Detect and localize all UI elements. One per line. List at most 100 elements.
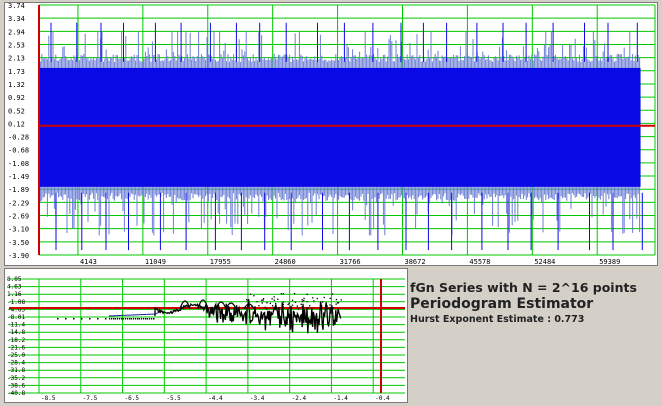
top-x-tick-label: 17955 bbox=[210, 258, 231, 265]
periodogram-point bbox=[149, 318, 151, 320]
periodogram-point bbox=[137, 318, 139, 320]
periodogram-dot bbox=[336, 302, 339, 304]
bottom-x-tick-label: -6.5 bbox=[125, 395, 140, 402]
periodogram-sparse-points bbox=[57, 318, 155, 320]
periodogram-dot bbox=[309, 305, 311, 307]
periodogram-dot bbox=[273, 299, 275, 301]
top-y-tick-label: 1.73 bbox=[8, 68, 25, 76]
bottom-y-tick-label: -25.0 bbox=[7, 352, 25, 359]
top-y-tick-label: -1.08 bbox=[8, 160, 29, 168]
periodogram-dot bbox=[280, 308, 283, 310]
periodogram-point bbox=[133, 318, 135, 320]
periodogram-dot bbox=[258, 305, 260, 307]
bottom-y-tick-label: -21.6 bbox=[7, 344, 25, 351]
periodogram-dot bbox=[313, 300, 315, 302]
periodogram-dot bbox=[306, 293, 308, 295]
periodogram-point bbox=[147, 318, 149, 320]
periodogram-dot bbox=[323, 296, 325, 299]
periodogram-scatter-dots bbox=[246, 293, 342, 310]
periodogram-point bbox=[81, 318, 83, 320]
periodogram-dot bbox=[297, 308, 300, 310]
periodogram-point bbox=[97, 318, 99, 320]
periodogram-dot bbox=[275, 302, 277, 305]
periodogram-point bbox=[111, 318, 113, 320]
periodogram-dot bbox=[261, 299, 263, 301]
periodogram-dot bbox=[291, 304, 294, 306]
bottom-x-tick-label: -8.5 bbox=[41, 395, 56, 402]
time-series-chart: 3.74 3.34 2.94 2.53 2.13 1.73 1.32 0.92 0.52 0.12… bbox=[4, 2, 661, 266]
periodogram-point bbox=[135, 318, 137, 320]
bottom-y-tick-label: -28.4 bbox=[7, 360, 25, 367]
top-x-tick-label: 45578 bbox=[469, 258, 490, 265]
periodogram-point bbox=[113, 318, 115, 320]
periodogram-point bbox=[105, 318, 107, 320]
estimator-title: Periodogram Estimator bbox=[410, 296, 594, 312]
bottom-x-tick-label: -4.4 bbox=[208, 395, 223, 402]
periodogram-point bbox=[89, 318, 91, 320]
bottom-x-tick-label: -0.4 bbox=[375, 395, 390, 402]
periodogram-dot bbox=[288, 302, 290, 304]
periodogram-peaks bbox=[179, 299, 255, 310]
periodogram-point bbox=[129, 318, 131, 320]
periodogram-chart: 8.05 4.63 1.16 -1.08 -4.63 -8.01 -11.4 -14.8 -18… bbox=[4, 268, 421, 403]
periodogram-dot bbox=[337, 302, 340, 304]
periodogram-dot bbox=[321, 305, 323, 307]
periodogram-dot bbox=[293, 293, 296, 295]
periodogram-dot bbox=[277, 298, 279, 300]
bottom-y-tick-label: -11.4 bbox=[7, 322, 25, 329]
top-x-tick-labels: 4143 11049 17955 24860 31766 38672 45578 52484 5… bbox=[80, 258, 661, 266]
periodogram-dot bbox=[301, 299, 303, 301]
periodogram-point bbox=[153, 318, 155, 320]
periodogram-peak bbox=[197, 299, 209, 310]
series-description: fGn Series with N = 2^16 points bbox=[410, 280, 637, 295]
periodogram-dot bbox=[332, 307, 334, 309]
periodogram-dot bbox=[322, 301, 324, 303]
periodogram-dot bbox=[247, 300, 249, 302]
periodogram-point bbox=[65, 318, 67, 320]
periodogram-point bbox=[143, 318, 145, 320]
top-y-tick-label: -0.28 bbox=[8, 134, 29, 142]
periodogram-dot bbox=[327, 307, 329, 310]
periodogram-point bbox=[145, 318, 147, 320]
periodogram-point bbox=[115, 318, 117, 320]
top-y-tick-label: 0.92 bbox=[8, 94, 25, 102]
top-y-tick-label: -3.90 bbox=[8, 252, 29, 260]
periodogram-dot bbox=[340, 299, 342, 301]
bottom-y-tick-label: 4.63 bbox=[7, 284, 22, 291]
bottom-y-tick-label: -38.6 bbox=[7, 382, 25, 389]
periodogram-dot bbox=[282, 303, 284, 306]
bottom-x-tick-label: -7.5 bbox=[83, 395, 98, 402]
periodogram-dot bbox=[264, 306, 266, 308]
periodogram-dot bbox=[262, 298, 265, 300]
top-y-tick-label: -0.68 bbox=[8, 147, 29, 155]
bottom-x-tick-label: -1.4 bbox=[333, 395, 348, 402]
periodogram-dense-trace bbox=[154, 299, 342, 334]
periodogram-dot bbox=[272, 305, 274, 307]
bottom-y-tick-labels: 8.054.631.16-1.08-4.63-8.01-11.4-14.8-18… bbox=[7, 276, 25, 397]
periodogram-point bbox=[139, 318, 141, 320]
bottom-y-tick-label: -35.2 bbox=[7, 375, 25, 382]
periodogram-dot bbox=[307, 307, 309, 309]
periodogram-dot bbox=[335, 303, 337, 305]
periodogram-dot bbox=[256, 301, 258, 303]
top-y-tick-label: 2.53 bbox=[8, 41, 25, 49]
periodogram-dot bbox=[249, 293, 252, 295]
periodogram-dot bbox=[246, 299, 248, 301]
periodogram-dot bbox=[312, 297, 314, 299]
periodogram-dot bbox=[326, 305, 328, 307]
time-series-plot: 3.74 3.34 2.94 2.53 2.13 1.73 1.32 0.92 0.52 0.12… bbox=[8, 2, 661, 266]
periodogram-point bbox=[73, 318, 75, 320]
periodogram-point bbox=[131, 318, 133, 320]
periodogram-dot bbox=[291, 299, 294, 301]
periodogram-dot bbox=[296, 305, 298, 307]
periodogram-peak bbox=[215, 301, 227, 310]
top-y-tick-label: 0.12 bbox=[8, 120, 25, 128]
top-y-tick-label: -2.29 bbox=[8, 199, 29, 207]
periodogram-dot bbox=[253, 295, 255, 297]
periodogram-dot bbox=[303, 299, 305, 302]
top-x-tick-label: 52484 bbox=[534, 258, 555, 265]
periodogram-dot bbox=[288, 307, 291, 309]
periodogram-point bbox=[123, 318, 125, 320]
periodogram-dot bbox=[261, 302, 263, 304]
periodogram-dot bbox=[269, 302, 271, 305]
